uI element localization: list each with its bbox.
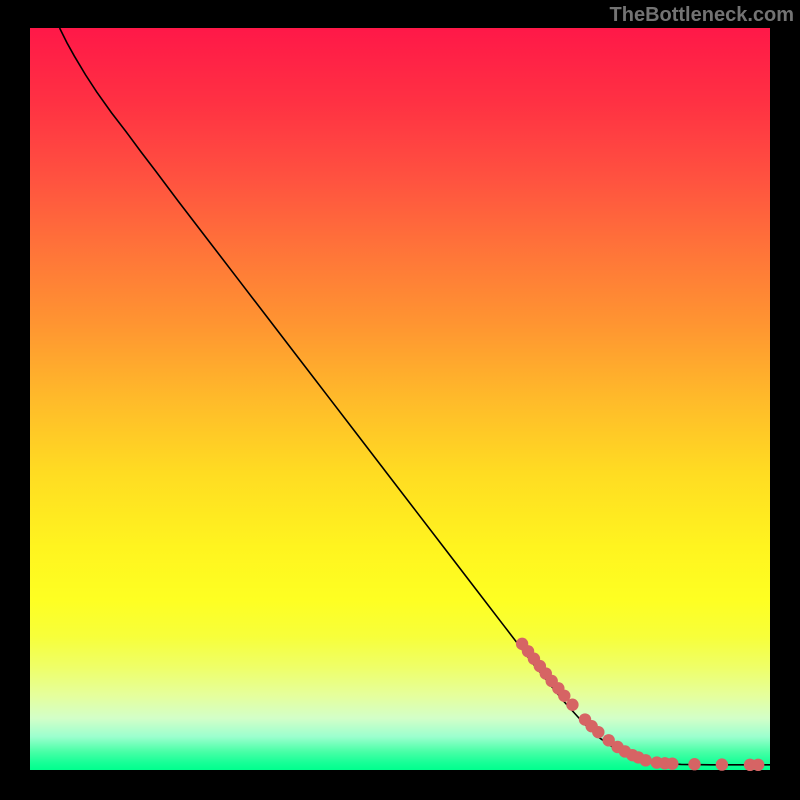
data-marker (716, 758, 728, 770)
plot-background (30, 28, 770, 770)
data-marker (566, 699, 578, 711)
source-watermark: TheBottleneck.com (610, 4, 794, 27)
chart-container: TheBottleneck.com (0, 0, 800, 800)
data-marker (592, 726, 604, 738)
bottleneck-chart (0, 0, 800, 800)
data-marker (639, 754, 651, 766)
data-marker (752, 759, 764, 771)
data-marker (666, 757, 678, 769)
data-marker (688, 758, 700, 770)
